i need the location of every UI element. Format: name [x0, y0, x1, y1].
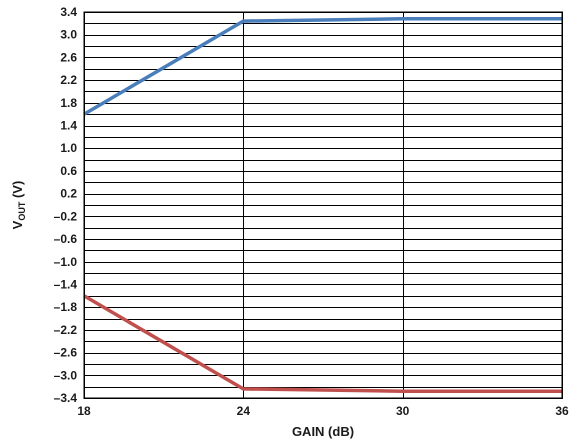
- y-axis-title: VOUT (V): [10, 181, 27, 230]
- y-axis-title-suffix: (V): [10, 181, 25, 202]
- y-tick-label: 2.2: [60, 73, 77, 87]
- y-tick-label: –3.0: [54, 368, 78, 382]
- y-tick-label: 1.8: [60, 96, 77, 110]
- y-tick-label: –1.4: [54, 277, 78, 291]
- x-tick-label: 24: [237, 404, 251, 418]
- x-tick-label: 18: [77, 404, 91, 418]
- y-tick-label: –2.2: [54, 323, 78, 337]
- plot-area-frame: [83, 11, 563, 399]
- y-axis-title-main: V: [10, 220, 25, 229]
- y-tick-label: 3.0: [60, 28, 77, 42]
- y-tick-label: 0.6: [60, 164, 77, 178]
- y-tick-label: –0.2: [54, 209, 78, 223]
- y-tick-label: –1.0: [54, 255, 78, 269]
- y-tick-label: 0.2: [60, 187, 77, 201]
- grid-lines: [84, 12, 563, 399]
- x-axis-tick-labels: 18 24 30 36: [77, 404, 569, 418]
- x-tick-label: 30: [396, 404, 410, 418]
- series-lines: [83, 17, 562, 393]
- y-tick-label: –2.6: [54, 346, 78, 360]
- series-line-1: [83, 17, 562, 116]
- y-tick-label: 1.0: [60, 141, 77, 155]
- y-tick-label: 3.4: [60, 5, 77, 19]
- y-tick-label: –3.4: [54, 391, 78, 405]
- y-axis-title-subscript: OUT: [17, 201, 27, 221]
- y-tick-label: 1.4: [60, 119, 77, 133]
- x-tick-label: 36: [555, 404, 569, 418]
- y-tick-label: –0.6: [54, 232, 78, 246]
- series-line-2: [83, 294, 562, 393]
- y-tick-label: 2.6: [60, 50, 77, 64]
- y-axis-tick-labels: 3.4 3.0 2.6 2.2 1.8 1.4 1.0 0.6 0.2 –0.2 –0.6 –1.0 –…: [54, 5, 78, 405]
- y-tick-label: –1.8: [54, 300, 78, 314]
- x-axis-title: GAIN (dB): [292, 424, 354, 439]
